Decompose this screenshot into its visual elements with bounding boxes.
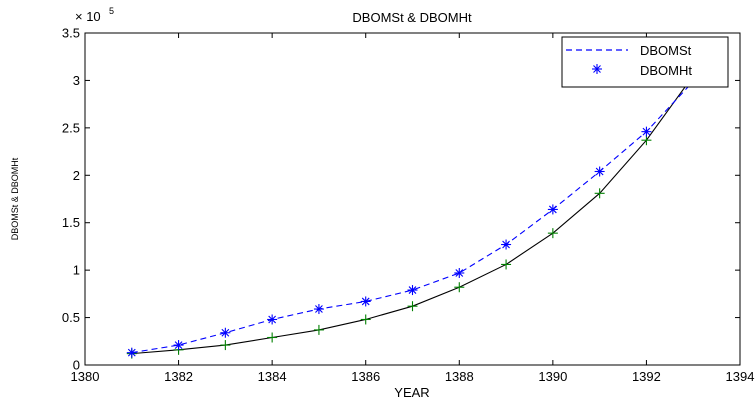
- chart-title: DBOMSt & DBOMHt: [352, 10, 472, 25]
- point-dbomht: [220, 340, 231, 351]
- legend-label-dbomht: DBOMHt: [640, 63, 692, 78]
- point-dbomst: [360, 296, 371, 307]
- point-dbomht: [407, 301, 418, 312]
- y-multiplier-exponent: 5: [109, 6, 114, 16]
- x-tick-label: 1392: [632, 369, 661, 384]
- series-layer: [126, 70, 699, 359]
- point-dbomst: [173, 340, 184, 351]
- x-tick-label: 1382: [164, 369, 193, 384]
- y-multiplier-label: × 10: [75, 9, 101, 24]
- y-tick-label: 3.5: [62, 26, 80, 41]
- x-tick-label: 1386: [351, 369, 380, 384]
- x-tick-label: 1380: [71, 369, 100, 384]
- x-tick-label: 1384: [258, 369, 287, 384]
- y-tick-label: 0.5: [62, 310, 80, 325]
- y-tick-label: 1: [73, 263, 80, 278]
- y-axis: 0 0.5 1 1.5 2 2.5 3 3.5: [62, 26, 740, 373]
- point-dbomht: [313, 324, 324, 335]
- point-dbomht: [454, 282, 465, 293]
- y-multiplier: × 10 5: [75, 6, 114, 24]
- point-dbomst: [641, 126, 652, 137]
- y-tick-label: 0: [73, 358, 80, 373]
- y-tick-label: 3: [73, 73, 80, 88]
- point-dbomst: [313, 304, 324, 315]
- point-dbomst: [454, 267, 465, 278]
- point-dbomht: [267, 332, 278, 343]
- y-tick-label: 1.5: [62, 215, 80, 230]
- point-dbomst: [220, 327, 231, 338]
- point-dbomht: [501, 259, 512, 270]
- point-dbomst: [267, 314, 278, 325]
- legend-label-dbomst: DBOMSt: [640, 43, 692, 58]
- y-tick-label: 2: [73, 168, 80, 183]
- point-dbomht: [594, 188, 605, 199]
- point-dbomht: [641, 135, 652, 146]
- point-dbomst: [594, 166, 605, 177]
- point-dbomht: [547, 228, 558, 239]
- x-tick-label: 1390: [538, 369, 567, 384]
- point-dbomst: [547, 204, 558, 215]
- y-axis-label: DBOMSt & DBOMHt: [10, 157, 20, 240]
- legend-swatch-dbomht: [592, 64, 602, 74]
- y-tick-label: 2.5: [62, 120, 80, 135]
- x-axis-label: YEAR: [394, 385, 429, 398]
- point-dbomst: [501, 239, 512, 250]
- point-dbomst: [126, 347, 137, 358]
- point-dbomht: [360, 314, 371, 325]
- x-tick-label: 1388: [445, 369, 474, 384]
- legend: DBOMSt DBOMHt: [561, 36, 729, 88]
- x-axis: 1380 1382 1384 1386 1388 1390 1392 1394: [71, 33, 755, 384]
- legend-box: [561, 36, 729, 88]
- x-tick-label: 1394: [726, 369, 755, 384]
- point-dbomst: [407, 285, 418, 296]
